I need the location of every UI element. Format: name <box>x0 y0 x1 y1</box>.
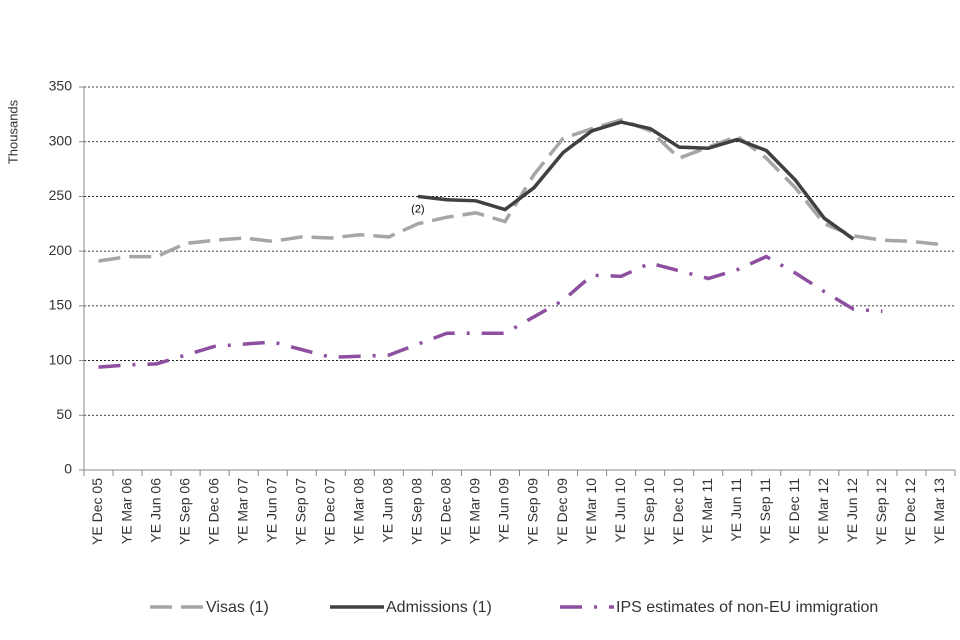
x-tick-label: YE Dec 10 <box>670 478 686 545</box>
x-tick-label: YE Dec 08 <box>438 478 454 545</box>
x-tick-label: YE Dec 05 <box>89 478 105 545</box>
x-tick-label: YE Sep 06 <box>176 478 192 545</box>
x-tick-label: YE Mar 10 <box>583 478 599 544</box>
legend-label: Visas (1) <box>206 599 269 616</box>
x-tick-label: YE Mar 12 <box>815 478 831 544</box>
x-tick-label: YE Mar 13 <box>931 478 947 544</box>
y-axis-label: Thousands <box>5 99 20 164</box>
series-line <box>417 120 855 241</box>
y-tick-label: 50 <box>56 406 72 422</box>
x-tick-label: YE Mar 09 <box>467 478 483 544</box>
x-tick-label: YE Jun 09 <box>496 478 512 543</box>
y-tick-label: 300 <box>49 132 73 148</box>
y-tick-label: 200 <box>49 242 73 258</box>
x-tick-label: YE Sep 08 <box>409 478 425 545</box>
x-tick-label: YE Sep 10 <box>641 478 657 545</box>
x-tick-label: YE Dec 07 <box>321 478 337 545</box>
x-tick-label: YE Sep 07 <box>292 478 308 545</box>
y-tick-label: 100 <box>49 351 73 367</box>
x-tick-label: YE Sep 11 <box>757 478 773 544</box>
x-tick-label: YE Mar 06 <box>118 478 134 544</box>
legend-label: Admissions (1) <box>386 599 492 616</box>
x-tick-label: YE Dec 06 <box>205 478 221 545</box>
x-tick-label: YE Dec 11 <box>786 478 802 544</box>
x-tick-label: YE Jun 07 <box>263 478 279 543</box>
x-tick-label: YE Dec 09 <box>554 478 570 545</box>
x-tick-label: YE Jun 11 <box>728 478 744 542</box>
legend-label: IPS estimates of non-EU immigration <box>616 599 878 616</box>
x-tick-label: YE Jun 10 <box>612 478 628 543</box>
y-tick-label: 350 <box>49 78 73 94</box>
x-tick-label: YE Mar 11 <box>699 478 715 543</box>
x-tick-label: YE Sep 12 <box>873 478 889 545</box>
x-tick-label: YE Mar 08 <box>351 478 367 544</box>
x-tick-label: YE Jun 08 <box>380 478 396 543</box>
x-tick-label: YE Sep 09 <box>525 478 541 545</box>
y-tick-label: 250 <box>49 187 73 203</box>
x-tick-label: YE Dec 12 <box>902 478 918 545</box>
annotation: (2) <box>411 204 424 216</box>
x-tick-label: YE Jun 06 <box>147 478 163 543</box>
x-tick-label: YE Mar 07 <box>234 478 250 544</box>
y-tick-label: 150 <box>49 297 73 313</box>
x-tick-label: YE Jun 12 <box>844 478 860 543</box>
y-tick-label: 0 <box>64 461 72 477</box>
series-line <box>98 117 941 263</box>
series-line <box>98 254 883 369</box>
